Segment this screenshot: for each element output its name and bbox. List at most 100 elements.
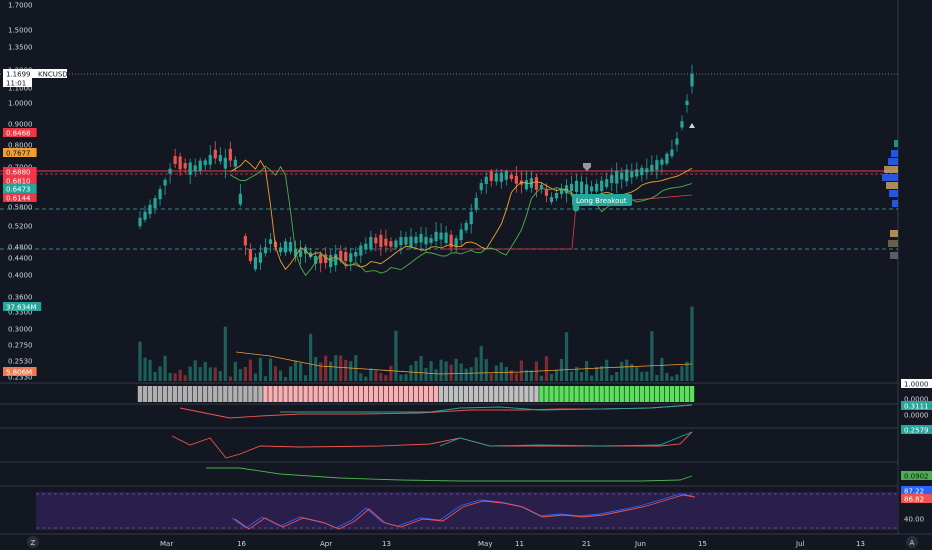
volume-bar <box>580 372 584 381</box>
candle-body <box>665 153 669 164</box>
candle-body <box>188 162 192 175</box>
candle-body <box>158 189 162 200</box>
candle-body <box>650 164 654 171</box>
volume-bar <box>188 366 192 381</box>
volume-bar <box>389 365 393 381</box>
volume-bar <box>143 357 147 381</box>
osc1-green-line <box>280 404 693 413</box>
trend-strip-cell <box>524 386 529 402</box>
candle-body <box>178 156 182 170</box>
trend-strip-cell <box>348 386 353 402</box>
trend-strip-cell <box>187 386 193 402</box>
volume-bar <box>349 361 353 381</box>
svg-text:0.0000: 0.0000 <box>904 412 929 420</box>
svg-text:0.0000: 0.0000 <box>904 396 929 404</box>
volume-bar <box>334 355 338 381</box>
trend-strip-cell <box>684 386 690 402</box>
volume-bar <box>319 362 323 381</box>
volume-bar <box>675 374 679 381</box>
trend-strip-cell <box>584 386 589 402</box>
volume-bar <box>655 374 659 381</box>
candle-body <box>439 232 443 240</box>
time-tick-label: 13 <box>382 540 391 548</box>
volume-profile-row <box>892 200 898 207</box>
candle-body <box>580 181 584 194</box>
volume-bar <box>248 359 252 381</box>
price-tick-label: 1.1000 <box>8 85 33 93</box>
volume-bar <box>600 366 604 381</box>
trend-strip-cell <box>654 386 660 402</box>
volume-bar <box>193 360 197 381</box>
trend-strip-cell <box>669 386 675 402</box>
trend-strip-cell <box>343 386 348 402</box>
volume-bar <box>489 373 493 381</box>
volume-bar <box>459 363 463 381</box>
candle-body <box>148 204 152 215</box>
trend-strip-cell <box>634 386 639 402</box>
trend-strip-cell <box>539 386 544 402</box>
volume-bar <box>499 362 503 381</box>
candle-body <box>173 156 177 164</box>
trend-strip-cell <box>569 386 574 402</box>
trend-strip-cell <box>423 386 429 402</box>
stochastic-d-line <box>234 494 696 530</box>
candle-body <box>539 184 544 189</box>
volume-bar <box>539 375 544 381</box>
trend-strip-cell <box>238 386 243 402</box>
price-tick-label: 1.0000 <box>8 100 33 108</box>
trend-strip-cell <box>268 386 273 402</box>
trend-strip-cell <box>519 386 524 402</box>
volume-bar <box>574 366 579 381</box>
trend-strip-cell <box>388 386 394 402</box>
volume-bar <box>424 367 428 381</box>
time-tick-label: 15 <box>698 540 707 548</box>
volume-bar <box>359 373 363 381</box>
pane-tag-trend-strip: 1.0000 <box>901 379 932 389</box>
volume-bar <box>178 369 182 381</box>
a-icon: A <box>910 539 915 547</box>
candle-body <box>283 241 288 253</box>
candle-body <box>208 154 212 165</box>
trend-strip-cell <box>323 386 328 402</box>
volume-bar <box>228 376 232 381</box>
shield-marker-icon <box>583 163 591 171</box>
trend-strip-cell <box>574 386 579 402</box>
pane-tag-oscillator-1: 0.0000 <box>904 396 929 404</box>
trend-strip-cell <box>413 386 419 402</box>
trend-strip-cell <box>579 386 584 402</box>
trend-strip-cell <box>363 386 369 402</box>
volume-profile <box>882 140 898 259</box>
svg-text:0.6880: 0.6880 <box>6 169 31 177</box>
trend-strip-cell <box>273 386 278 402</box>
svg-text:0.8468: 0.8468 <box>6 130 31 138</box>
osc2-red-line <box>171 431 693 459</box>
volume-bar <box>163 355 167 381</box>
volume-bar <box>268 358 273 381</box>
trend-strip-cell <box>679 386 685 402</box>
price-tag: 0.7677 <box>3 148 37 158</box>
price-tick-label: 0.5200 <box>8 223 33 231</box>
volume-bar <box>514 373 518 381</box>
candle-body <box>309 252 313 258</box>
long-breakout-annotation[interactable]: Long Breakout <box>572 194 632 212</box>
svg-text:87.22: 87.22 <box>904 488 924 496</box>
candle-body <box>600 180 604 192</box>
volume-bar <box>549 373 554 381</box>
auto-scale-button[interactable]: A <box>906 536 918 548</box>
pane-separators <box>0 0 932 535</box>
volume-bar <box>479 345 483 381</box>
trend-strip-cell <box>368 386 374 402</box>
trend-strip-cell <box>448 386 454 402</box>
volume-bar <box>429 361 433 381</box>
time-axis[interactable]: Mar 16 Apr 13 May 11 21 Jun 15 Jul 13 <box>160 540 865 548</box>
trend-strip-cell <box>629 386 634 402</box>
volume-bar <box>665 372 669 381</box>
volume-bar <box>685 361 689 381</box>
price-tick-label: 1.3500 <box>8 44 33 52</box>
candle-body <box>464 222 468 231</box>
timezone-button[interactable]: Z <box>27 536 39 548</box>
oscillators <box>171 404 696 530</box>
volume-bar <box>595 367 599 381</box>
